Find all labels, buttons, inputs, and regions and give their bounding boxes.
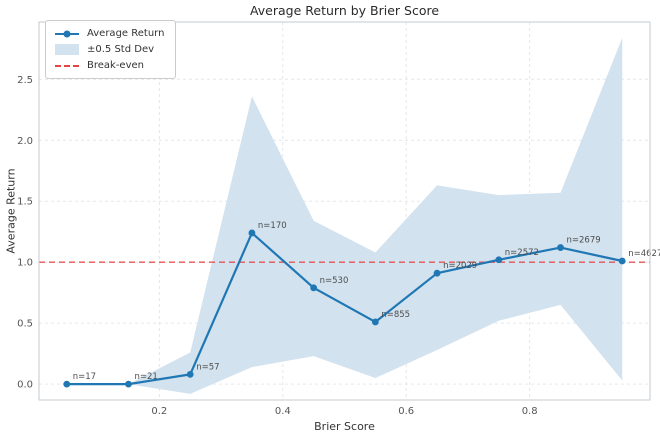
legend: Average Return ±0.5 Std Dev Break-even: [45, 20, 177, 79]
legend-label-average-return: Average Return: [87, 28, 165, 39]
data-point-marker: [125, 380, 132, 388]
data-point-marker: [186, 370, 194, 378]
y-tick-label: 0.0: [17, 380, 33, 391]
point-annotation: n=57: [196, 362, 219, 372]
patch-swatch: [55, 44, 79, 55]
x-tick-label: 0.4: [275, 406, 291, 417]
data-point-marker: [618, 257, 626, 265]
std-dev-band: [66, 37, 623, 394]
x-tick-label: 0.8: [522, 406, 538, 417]
y-axis-label: Average Return: [4, 168, 18, 254]
y-tick-label: 2.5: [17, 75, 33, 86]
point-annotation: n=2029: [443, 261, 477, 271]
data-point-marker: [557, 244, 564, 251]
marker-dot-icon: [63, 30, 71, 37]
point-annotation: n=530: [320, 276, 349, 286]
y-tick-label: 1.0: [17, 258, 33, 269]
data-point-marker: [310, 284, 318, 292]
y-tick-label: 2.0: [17, 136, 33, 147]
x-tick-label: 0.2: [151, 406, 167, 417]
legend-item-average-return: Average Return: [55, 28, 164, 39]
point-annotation: n=21: [134, 372, 157, 382]
point-annotation: n=170: [258, 221, 287, 231]
legend-patch-icon: [55, 44, 79, 55]
legend-dash-icon: [55, 60, 79, 71]
legend-item-break-even: Break-even: [55, 60, 164, 71]
point-annotation: n=855: [381, 310, 410, 320]
data-point-marker: [371, 318, 379, 326]
y-tick-label: 1.5: [17, 197, 33, 208]
y-tick-label: 0.5: [17, 319, 33, 330]
plot-border: [38, 21, 651, 401]
legend-label-break-even: Break-even: [87, 60, 144, 71]
legend-line-marker-icon: [55, 28, 79, 39]
legend-label-std-dev: ±0.5 Std Dev: [87, 44, 155, 55]
dash-swatch: [55, 64, 79, 67]
point-annotation: n=17: [73, 372, 96, 382]
chart-title: Average Return by Brier Score: [249, 3, 440, 18]
legend-item-std-dev: ±0.5 Std Dev: [55, 44, 164, 55]
point-annotation: n=2679: [567, 236, 601, 246]
data-point-marker: [248, 229, 256, 237]
average-return-line: [65, 231, 624, 386]
data-point-marker: [433, 269, 441, 277]
data-point-marker: [63, 380, 71, 388]
x-axis-label: Brier Score: [314, 420, 375, 433]
point-annotation: n=2572: [505, 248, 539, 258]
point-annotation: n=4627: [628, 249, 660, 259]
data-point-marker: [495, 256, 503, 264]
line-swatch: [55, 30, 79, 37]
x-tick-label: 0.6: [398, 406, 414, 417]
